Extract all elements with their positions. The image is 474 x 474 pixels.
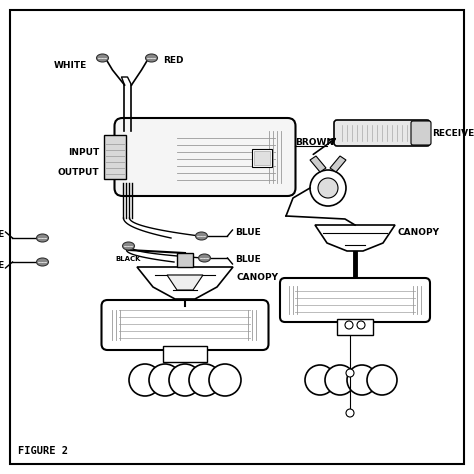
Polygon shape [310, 156, 326, 172]
Ellipse shape [199, 254, 210, 262]
FancyBboxPatch shape [280, 278, 430, 322]
Circle shape [367, 365, 397, 395]
Circle shape [310, 170, 346, 206]
Ellipse shape [146, 54, 157, 62]
Text: RECEIVER: RECEIVER [432, 128, 474, 137]
Bar [163, 346, 207, 362]
Text: BLUE: BLUE [236, 255, 261, 264]
Circle shape [169, 364, 201, 396]
Polygon shape [137, 267, 233, 299]
Circle shape [189, 364, 221, 396]
Circle shape [347, 365, 377, 395]
Text: CANOPY: CANOPY [237, 273, 279, 282]
Circle shape [346, 369, 354, 377]
Text: BROWN: BROWN [295, 137, 335, 146]
FancyBboxPatch shape [115, 118, 295, 196]
Ellipse shape [195, 232, 208, 240]
Bar [104, 135, 127, 179]
Circle shape [346, 409, 354, 417]
Text: RED: RED [164, 55, 184, 64]
Text: INPUT: INPUT [68, 147, 100, 156]
Bar [177, 253, 193, 267]
Circle shape [209, 364, 241, 396]
Circle shape [345, 321, 353, 329]
Ellipse shape [36, 234, 48, 242]
Circle shape [149, 364, 181, 396]
Bar [255, 151, 271, 165]
Bar [253, 149, 273, 167]
Text: WHITE: WHITE [0, 229, 4, 238]
FancyBboxPatch shape [411, 121, 431, 145]
Ellipse shape [97, 54, 109, 62]
Text: BLACK: BLACK [116, 256, 141, 262]
Polygon shape [330, 156, 346, 172]
Ellipse shape [36, 258, 48, 266]
Circle shape [129, 364, 161, 396]
FancyBboxPatch shape [101, 300, 268, 350]
Circle shape [305, 365, 335, 395]
Text: CANOPY: CANOPY [398, 228, 440, 237]
FancyBboxPatch shape [334, 120, 430, 146]
Text: WHITE: WHITE [53, 61, 86, 70]
Circle shape [357, 321, 365, 329]
Text: FIGURE 2: FIGURE 2 [18, 446, 68, 456]
Text: OUTPUT: OUTPUT [58, 167, 100, 176]
Ellipse shape [122, 242, 135, 250]
Text: WHITE: WHITE [0, 262, 4, 271]
Text: BLUE: BLUE [236, 228, 261, 237]
Polygon shape [315, 225, 395, 251]
Circle shape [318, 178, 338, 198]
Polygon shape [167, 275, 203, 290]
Circle shape [325, 365, 355, 395]
Bar [337, 319, 373, 335]
